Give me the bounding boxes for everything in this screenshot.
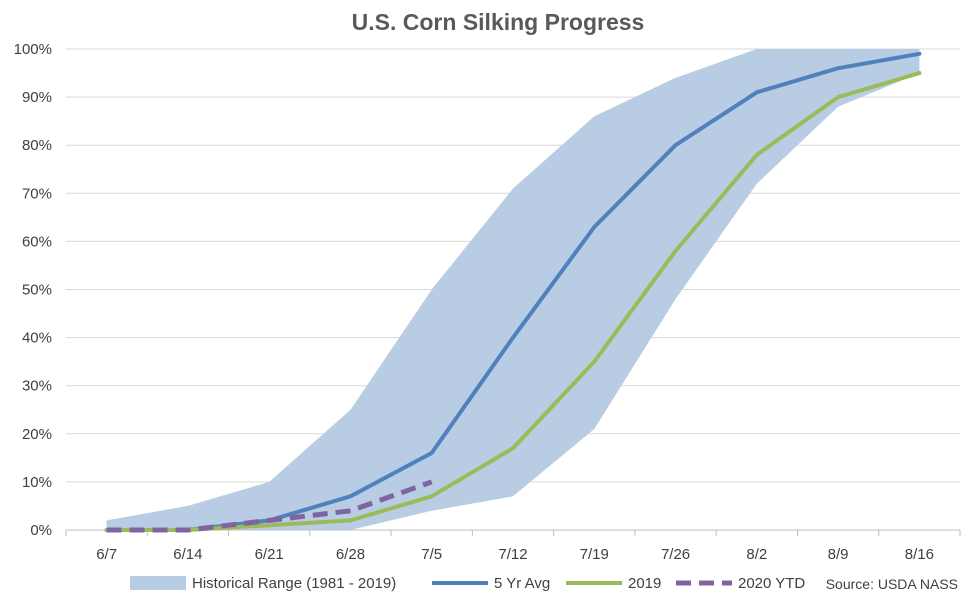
y-tick-label: 80%	[22, 137, 52, 154]
x-tick-label: 7/26	[661, 546, 690, 563]
series-line-2019	[104, 71, 922, 532]
y-tick-label: 50%	[22, 282, 52, 299]
axes: 0% 10% 20% 30% 40% 50% 60% 70% 80% 90% 100% 6/7 6/14…	[14, 41, 961, 563]
legend: Historical Range (1981 - 2019) 5 Yr Avg 20…	[130, 575, 805, 592]
historical-range-area	[106, 49, 920, 530]
x-tick-label: 6/14	[173, 546, 202, 563]
legend-label-5-yr-avg: 5 Yr Avg	[494, 575, 550, 592]
x-tick-label: 6/28	[336, 546, 365, 563]
legend-swatch-historical-range	[130, 576, 186, 590]
chart-title: U.S. Corn Silking Progress	[352, 9, 645, 35]
series-line-5-yr-avg	[104, 51, 922, 532]
y-tick-label: 100%	[14, 41, 52, 58]
x-tick-label: 8/16	[905, 546, 934, 563]
y-tick-label: 20%	[22, 426, 52, 443]
x-tick-label: 6/7	[96, 546, 117, 563]
y-tick-label: 0%	[30, 522, 52, 539]
y-tick-label: 60%	[22, 233, 52, 250]
legend-label-historical-range: Historical Range (1981 - 2019)	[192, 575, 396, 592]
x-tick-label: 7/5	[421, 546, 442, 563]
x-tick-label: 7/12	[498, 546, 527, 563]
series-lines	[104, 51, 922, 533]
legend-label-2019: 2019	[628, 575, 661, 592]
source-note: Source: USDA NASS	[826, 576, 958, 592]
series-line-2020-ytd	[106, 479, 433, 533]
x-tick-label: 8/9	[828, 546, 849, 563]
y-tick-label: 30%	[22, 378, 52, 395]
legend-label-2020-ytd: 2020 YTD	[738, 575, 805, 592]
x-tick-label: 7/19	[580, 546, 609, 563]
y-tick-label: 90%	[22, 89, 52, 106]
x-tick-label: 8/2	[746, 546, 767, 563]
y-tick-label: 70%	[22, 185, 52, 202]
y-tick-label: 40%	[22, 330, 52, 347]
x-tick-label: 6/21	[255, 546, 284, 563]
historical-range-band	[106, 49, 920, 530]
y-tick-label: 10%	[22, 474, 52, 491]
